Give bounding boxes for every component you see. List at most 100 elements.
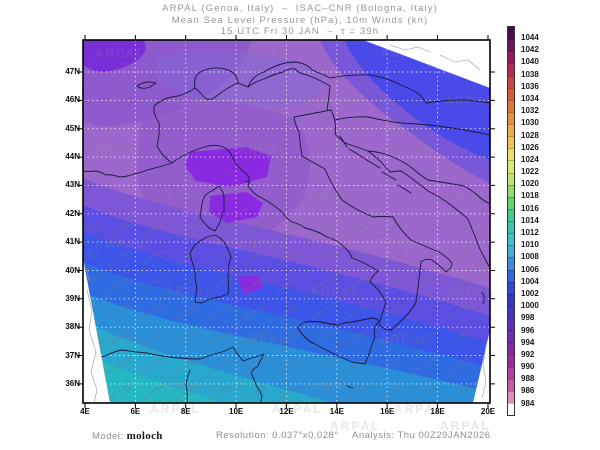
colorbar-segment — [508, 330, 514, 343]
island-sardinia — [189, 234, 232, 304]
lat-tick-label: 37N — [65, 350, 80, 360]
resolution-label: Resolution: — [216, 430, 273, 441]
watermark: ARPAL — [310, 379, 360, 393]
colorbar-segment — [508, 318, 514, 331]
colorbar-segment — [508, 257, 514, 270]
colorbar-segment — [508, 87, 514, 100]
analysis-label: Analysis: — [352, 430, 398, 441]
colorbar-tick-label: 1000 — [521, 301, 539, 311]
watermark: ARPAL — [150, 402, 200, 416]
colorbar-tick-label: 1020 — [521, 179, 539, 189]
colorbar-segment — [508, 233, 514, 246]
colorbar-segment — [508, 269, 514, 282]
island-malta — [346, 385, 354, 389]
coast-dalmatia — [330, 109, 490, 269]
title-variable: Mean Sea Level Pressure (hPa), 10m Winds… — [171, 14, 429, 26]
lon-tick-label: 12E — [279, 407, 294, 416]
lat-tick-label: 39N — [65, 293, 80, 303]
lon-tick-label: 6E — [130, 407, 141, 416]
watermark: ARPAL — [445, 94, 495, 108]
chart-titles: ARPAL (Genoa, Italy) – ISAC–CNR (Bologna… — [0, 3, 600, 38]
colorbar-tick-label: 1008 — [521, 252, 539, 262]
colorbar-tick-label: 992 — [521, 349, 535, 359]
colorbar-segment — [508, 342, 514, 355]
lat-tick-label: 38N — [65, 322, 80, 332]
colorbar-segment — [508, 221, 514, 234]
colorbar-tick-label: 1026 — [521, 142, 539, 152]
latitude-axis: 47N 46N 45N 44N 43N 42N 41N 40N 39N 38N 37N 36N — [50, 67, 80, 389]
lon-tick-label: 8E — [180, 407, 191, 416]
colorbar-segment — [508, 378, 514, 391]
colorbar-tick-label: 986 — [521, 386, 535, 396]
colorbar-tick-label: 1010 — [521, 240, 539, 250]
lat-tick-label: 45N — [65, 123, 80, 133]
wind-barbs-south — [83, 210, 490, 403]
watermark: ARPAL — [272, 402, 322, 416]
colorbar-segment — [508, 402, 514, 415]
coast-north-africa — [83, 346, 265, 403]
colorbar-tick-label: 984 — [521, 398, 535, 408]
lon-tick-label: 14E — [329, 407, 344, 416]
lake-geneva — [136, 81, 157, 89]
island-elba — [245, 180, 251, 184]
colorbar-labels: 1044 1042 1040 1038 1036 1034 1032 1030 1028 1026… — [521, 33, 539, 409]
model-info: Model: moloch — [92, 430, 163, 442]
colorbar-tick-label: 1042 — [521, 45, 539, 55]
border-alps — [153, 68, 331, 164]
colorbar-segment — [508, 75, 514, 88]
colorbar-tick-label: 1012 — [521, 228, 539, 237]
watermark: ARPAL — [165, 94, 215, 108]
analysis-value: Thu 00Z29JAN2026 — [397, 430, 491, 441]
watermark: ARPAL — [238, 237, 288, 251]
analysis-info: Analysis: Thu 00Z29JAN2026 — [352, 430, 491, 441]
model-name: moloch — [126, 430, 163, 442]
colorbar-tick-label: 1004 — [521, 276, 539, 286]
watermark: ARPAL — [445, 284, 495, 298]
colorbar-segment — [508, 208, 514, 221]
watermark: ARPAL — [165, 284, 215, 298]
watermark: ARPAL — [95, 142, 145, 156]
colorbar-tick-label: 994 — [521, 337, 535, 347]
lat-tick-label: 40N — [65, 265, 80, 275]
watermark: ARPAL — [440, 419, 490, 433]
coastlines — [83, 61, 490, 403]
model-label: Model: — [92, 431, 127, 442]
lon-tick-label: 10E — [229, 407, 244, 416]
lon-tick-label: 18E — [430, 407, 445, 416]
colorbar-tick-label: 1034 — [521, 93, 539, 103]
lat-tick-label: 42N — [65, 208, 80, 218]
colorbar-tick-label: 1040 — [521, 57, 539, 67]
wind-barbs-north — [83, 40, 490, 210]
watermark: ARPAL — [165, 379, 215, 393]
border-slovenia-croatia — [334, 116, 490, 136]
border-bosnia — [367, 150, 490, 205]
coast-france — [83, 162, 173, 178]
watermark: ARPAL — [310, 189, 360, 203]
colorbar-segment — [508, 354, 514, 367]
lon-tick-label: 4E — [80, 407, 90, 416]
colorbar-tick-label: 998 — [521, 313, 535, 323]
colorbar-segment — [508, 136, 514, 149]
pressure-field — [83, 40, 490, 403]
watermark: ARPAL — [380, 332, 430, 346]
watermark: ARPAL — [238, 46, 288, 60]
axis-ticks — [78, 35, 495, 408]
colorbar-segment — [508, 63, 514, 76]
colorbar-tick-label: 1038 — [521, 69, 539, 79]
lon-tick-label: 20E — [480, 407, 496, 416]
resolution-info: Resolution: 0.037°x0.028° — [216, 430, 339, 441]
watermark: ARPAL — [380, 142, 430, 156]
lat-tick-label: 36N — [65, 378, 80, 388]
clip-corner-sw — [83, 258, 110, 403]
colorbar-segment — [508, 51, 514, 64]
title-institutions: ARPAL (Genoa, Italy) – ISAC–CNR (Bologna… — [162, 3, 438, 14]
island-corsica — [199, 185, 225, 232]
watermark: ARPAL — [95, 46, 145, 60]
colorbar-tick-label: 1028 — [521, 130, 539, 140]
watermark: ARPAL — [95, 332, 145, 346]
clip-corner-ne — [363, 40, 490, 88]
clip-corner-coast-sketch — [85, 44, 487, 404]
lon-tick-label: 16E — [380, 407, 395, 416]
